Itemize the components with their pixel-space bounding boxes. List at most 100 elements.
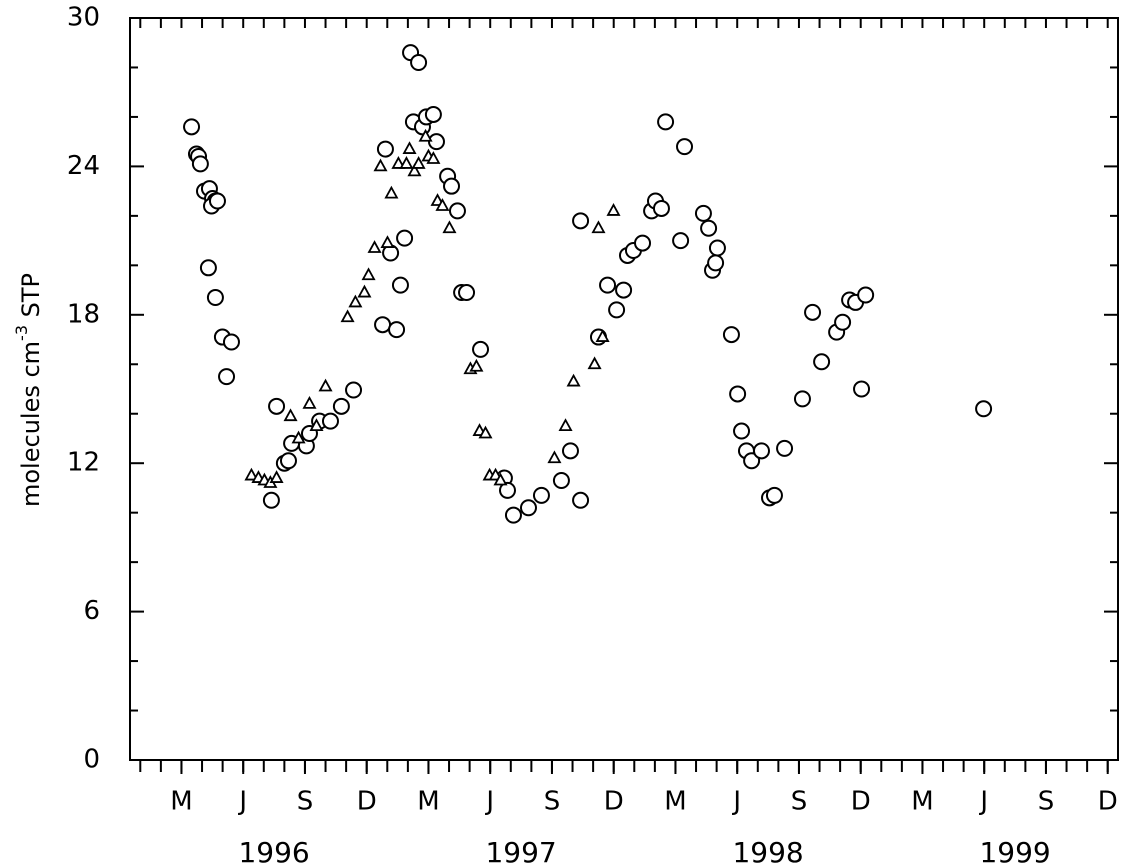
circle-marker — [472, 340, 490, 358]
circle-marker — [388, 321, 406, 339]
y-tick-label: 12 — [67, 448, 100, 478]
circle-marker — [410, 54, 428, 72]
circle-marker — [208, 192, 226, 210]
circle-marker — [694, 204, 712, 222]
circle-marker — [458, 284, 476, 302]
triangle-marker — [558, 418, 573, 432]
circle-marker — [857, 286, 875, 304]
x-tick-label: J — [731, 787, 741, 817]
x-tick-label: S — [544, 787, 561, 817]
year-label: 1997 — [485, 836, 556, 865]
circle-marker — [975, 400, 993, 418]
x-tick-label: J — [484, 787, 494, 817]
triangle-marker — [418, 128, 433, 142]
circle-marker — [608, 301, 626, 319]
circle-marker — [599, 276, 617, 294]
circle-marker — [853, 380, 871, 398]
y-tick-label: 0 — [83, 745, 100, 775]
triangle-marker — [478, 425, 493, 439]
triangle-marker — [399, 156, 414, 169]
x-tick-label: M — [664, 787, 686, 817]
y-tick-label: 6 — [83, 596, 100, 626]
triangle-marker — [291, 430, 306, 444]
circle-marker — [443, 177, 461, 195]
circle-marker — [634, 234, 652, 252]
circle-marker — [321, 412, 339, 430]
x-tick-label: M — [417, 787, 439, 817]
triangle-marker — [269, 470, 284, 483]
year-label: 1999 — [979, 836, 1050, 865]
circle-marker — [376, 140, 394, 158]
triangle-marker — [318, 378, 333, 392]
x-tick-label: D — [604, 787, 624, 817]
circle-marker — [218, 368, 236, 386]
circle-marker — [374, 316, 392, 334]
circle-marker — [268, 397, 286, 415]
circle-marker — [700, 219, 718, 237]
triangle-marker — [469, 358, 484, 372]
circle-marker — [708, 239, 726, 257]
triangle-marker — [283, 408, 298, 422]
triangle-marker — [407, 163, 422, 177]
circle-marker — [519, 499, 537, 517]
triangle-marker — [591, 220, 606, 234]
circle-marker — [279, 452, 297, 470]
circle-marker — [834, 313, 852, 331]
x-tick-label: S — [297, 787, 314, 817]
circle-marker — [676, 138, 694, 156]
circle-marker — [572, 491, 590, 509]
circle-marker — [396, 229, 414, 247]
y-axis-label: molecules cm-3 STP — [12, 273, 46, 507]
circle-marker — [552, 472, 570, 490]
circle-marker — [729, 385, 747, 403]
triangle-marker — [606, 203, 621, 216]
y-tick-label: 24 — [67, 151, 100, 181]
y-label-text: molecules cm — [17, 341, 45, 507]
triangle-marker — [361, 267, 376, 281]
circle-marker — [448, 202, 466, 220]
triangle-marker — [373, 158, 388, 172]
x-tick-label: S — [1038, 787, 1055, 817]
circle-marker — [765, 486, 783, 504]
circle-marker — [652, 199, 670, 217]
circle-marker — [332, 397, 350, 415]
year-label: 1998 — [732, 836, 803, 865]
plot-frame — [129, 17, 1119, 761]
x-tick-label: D — [357, 787, 377, 817]
circle-marker — [793, 390, 811, 408]
triangle-marker — [244, 467, 259, 481]
circle-marker — [615, 281, 633, 299]
circle-marker — [498, 481, 516, 499]
x-tick-label: J — [237, 787, 247, 817]
triangle-marker — [302, 395, 317, 409]
circle-marker — [722, 326, 740, 344]
circle-marker — [743, 452, 761, 470]
circle-marker — [561, 442, 579, 460]
triangle-marker — [411, 156, 426, 169]
triangle-marker — [384, 185, 399, 199]
circle-marker — [657, 113, 675, 131]
circle-marker — [199, 259, 217, 277]
y-label-text: STP — [17, 273, 45, 325]
triangle-marker — [435, 198, 450, 211]
x-tick-label: M — [911, 787, 933, 817]
circle-marker — [345, 381, 363, 399]
circle-marker — [262, 491, 280, 509]
x-tick-label: M — [170, 787, 192, 817]
circle-marker — [804, 303, 822, 321]
circle-marker — [391, 276, 409, 294]
circle-marker — [532, 486, 550, 504]
triangle-marker — [426, 151, 441, 164]
triangle-marker — [442, 220, 457, 234]
triangle-marker — [348, 294, 363, 308]
year-label: 1996 — [238, 836, 309, 865]
triangle-marker — [547, 450, 562, 464]
triangle-marker — [367, 240, 382, 253]
x-tick-label: S — [791, 787, 808, 817]
circle-marker — [222, 333, 240, 351]
y-tick-label: 18 — [67, 299, 100, 329]
triangle-marker — [595, 329, 610, 342]
triangle-marker — [402, 141, 417, 154]
circle-marker — [813, 353, 831, 371]
